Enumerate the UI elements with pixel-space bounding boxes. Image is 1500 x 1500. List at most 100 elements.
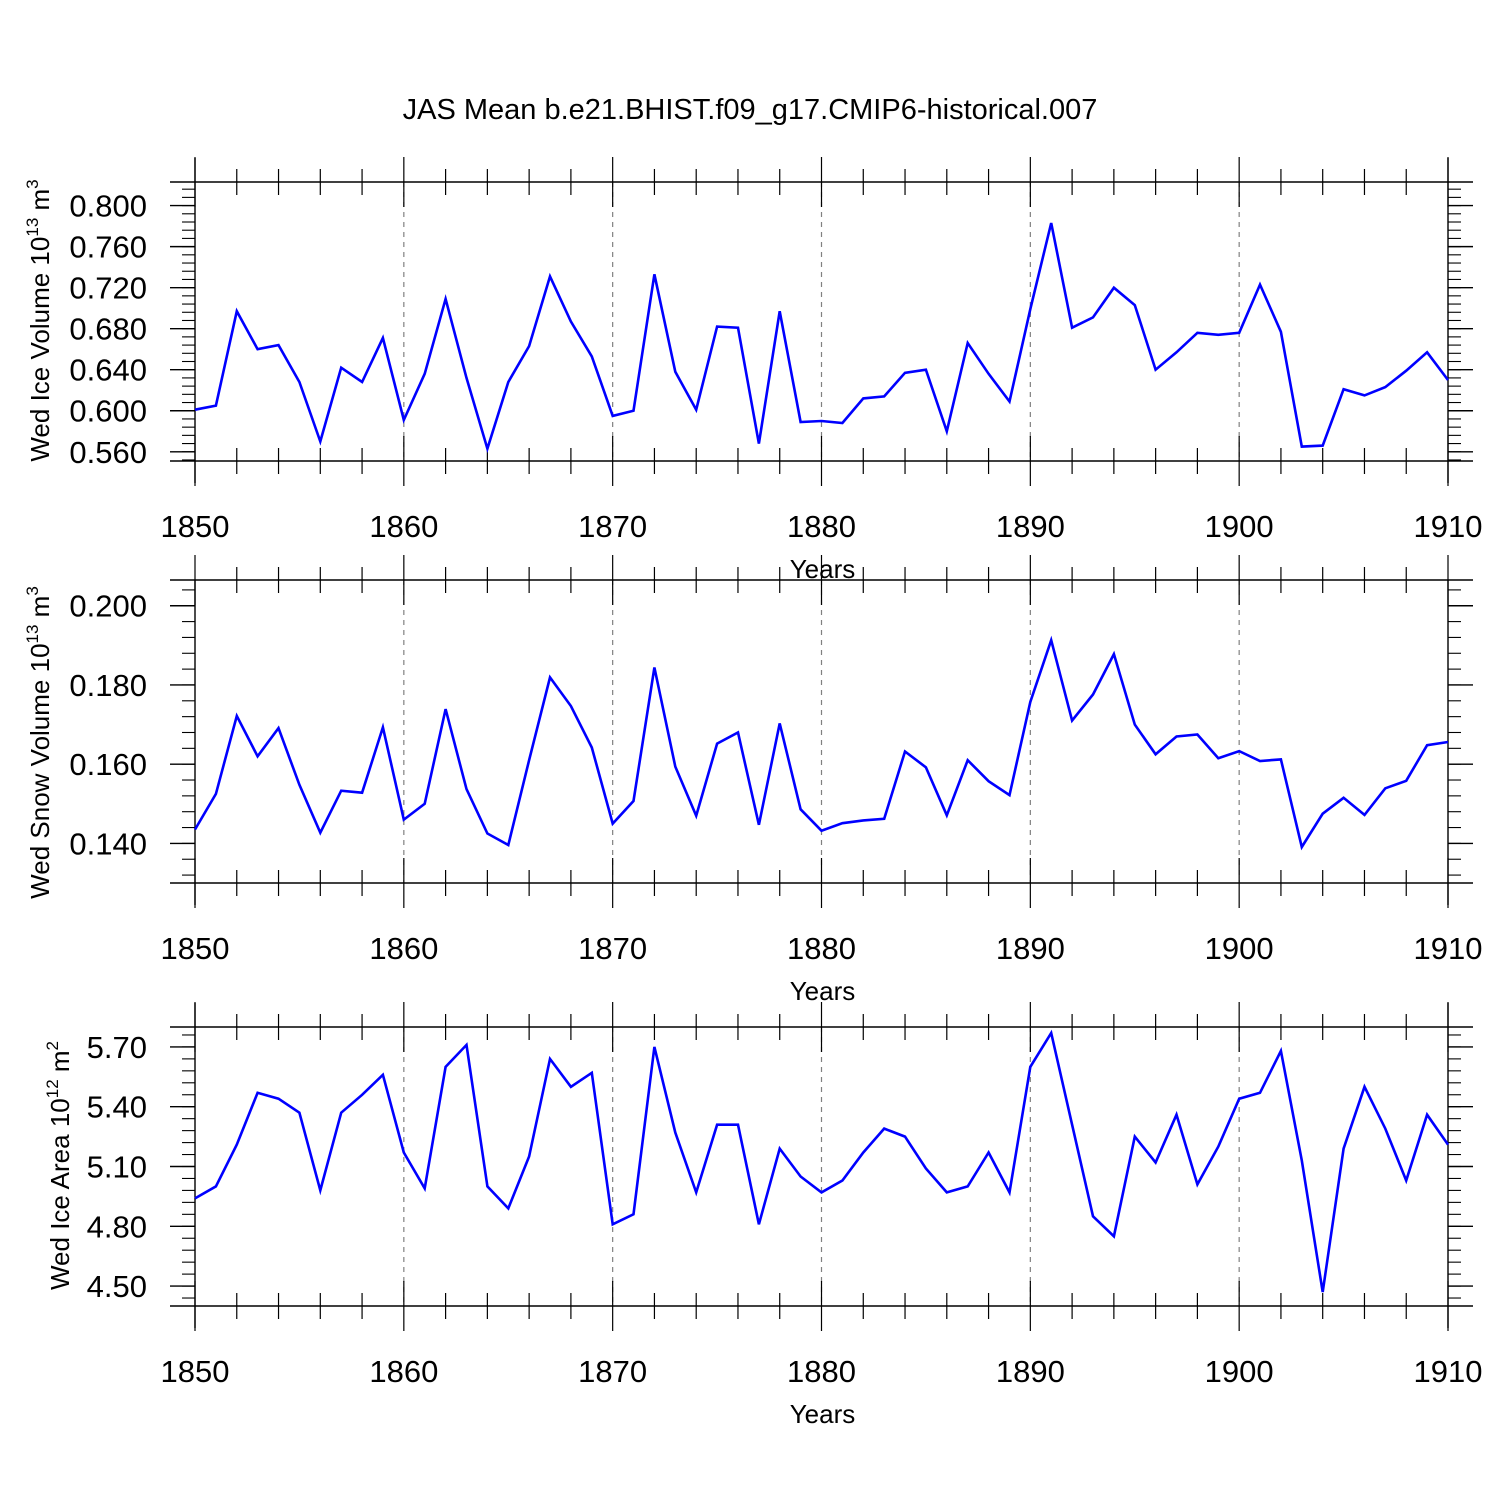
data-point [1112,1234,1116,1238]
data-point [1321,1290,1325,1294]
data-point [1070,326,1074,330]
data-point [757,823,761,827]
x-tick-label: 1910 [1414,1354,1483,1389]
data-point [1007,400,1011,404]
data-point [1383,786,1387,790]
data-point [966,1184,970,1188]
data-point [966,341,970,345]
y-tick-label: 4.80 [87,1209,147,1244]
data-point [339,789,343,793]
data-point [235,714,239,718]
data-point [1258,283,1262,287]
data-point [736,1123,740,1127]
data-point [715,1123,719,1127]
x-tick-label: 1900 [1205,931,1274,966]
data-point [464,376,468,380]
data-point [381,336,385,340]
y-axis-title-unit-exponent: 2 [43,1041,62,1050]
ice-volume-panel: 0.560 0.600 0.640 0.680 0.720 0.760 0.800 1850 1… [23,157,1482,584]
data-point [820,829,824,833]
data-point [1425,350,1429,354]
x-tick-label: 1910 [1414,509,1483,544]
data-point [214,404,218,408]
data-point [694,408,698,412]
data-point [1091,692,1095,696]
data-point [945,813,949,817]
data-point [590,746,594,750]
data-point [402,418,406,422]
data-point [882,817,886,821]
data-point [1028,700,1032,704]
x-tick-label: 1860 [369,509,438,544]
data-point [611,414,615,418]
y-axis-title-exponent: 13 [23,625,42,644]
data-point [235,309,239,313]
data-point [444,707,448,711]
data-point [611,1222,615,1226]
data-point [1216,756,1220,760]
data-point [1383,1127,1387,1131]
data-point [757,1222,761,1226]
data-point [318,831,322,835]
x-tick-label: 1900 [1205,1354,1274,1389]
data-point [882,394,886,398]
x-tick-label: 1910 [1414,931,1483,966]
data-point [1237,749,1241,753]
data-point [652,272,656,276]
data-point [193,828,197,832]
data-point [1237,331,1241,335]
data-point [799,1174,803,1178]
data-point [611,822,615,826]
data-point [1133,1135,1137,1139]
data-point [694,1190,698,1194]
y-axis-title-exponent: 13 [23,218,42,237]
data-point [987,779,991,783]
data-point [1154,752,1158,756]
data-point [757,442,761,446]
data-point [820,419,824,423]
data-point [548,675,552,679]
y-tick-label: 0.760 [69,230,147,265]
data-point [590,1071,594,1075]
x-tick-label: 1860 [369,931,438,966]
data-point [1362,393,1366,397]
data-point [506,843,510,847]
data-point [736,730,740,734]
ice-area-panel: 4.50 4.80 5.10 5.40 5.70 1850 1860 1870 1880 1890… [43,1002,1482,1429]
x-tick-label: 1850 [161,931,230,966]
data-point [360,1093,364,1097]
data-point [548,1057,552,1061]
data-point [966,758,970,762]
data-point [1279,330,1283,334]
data-point [778,1147,782,1151]
data-point [1007,793,1011,797]
data-point [1133,303,1137,307]
data-point [1279,757,1283,761]
y-tick-label: 0.720 [69,271,147,306]
data-point [840,821,844,825]
y-tick-label: 4.50 [87,1269,147,1304]
data-point [778,721,782,725]
data-point [548,274,552,278]
data-point [193,408,197,412]
data-point [214,792,218,796]
data-point [527,758,531,762]
data-point [402,1151,406,1155]
data-point [590,354,594,358]
data-point [778,309,782,313]
y-tick-label: 0.640 [69,353,147,388]
data-point [1321,444,1325,448]
data-point [652,1045,656,1049]
data-point [464,787,468,791]
data-point [381,725,385,729]
data-point [1175,734,1179,738]
data-point [673,765,677,769]
y-axis-title-unit: m [25,189,55,218]
data-point [1383,385,1387,389]
data-point [339,1111,343,1115]
series-line [194,222,1450,454]
data-point [381,1073,385,1077]
data-point [1425,743,1429,747]
x-tick-label: 1850 [161,509,230,544]
